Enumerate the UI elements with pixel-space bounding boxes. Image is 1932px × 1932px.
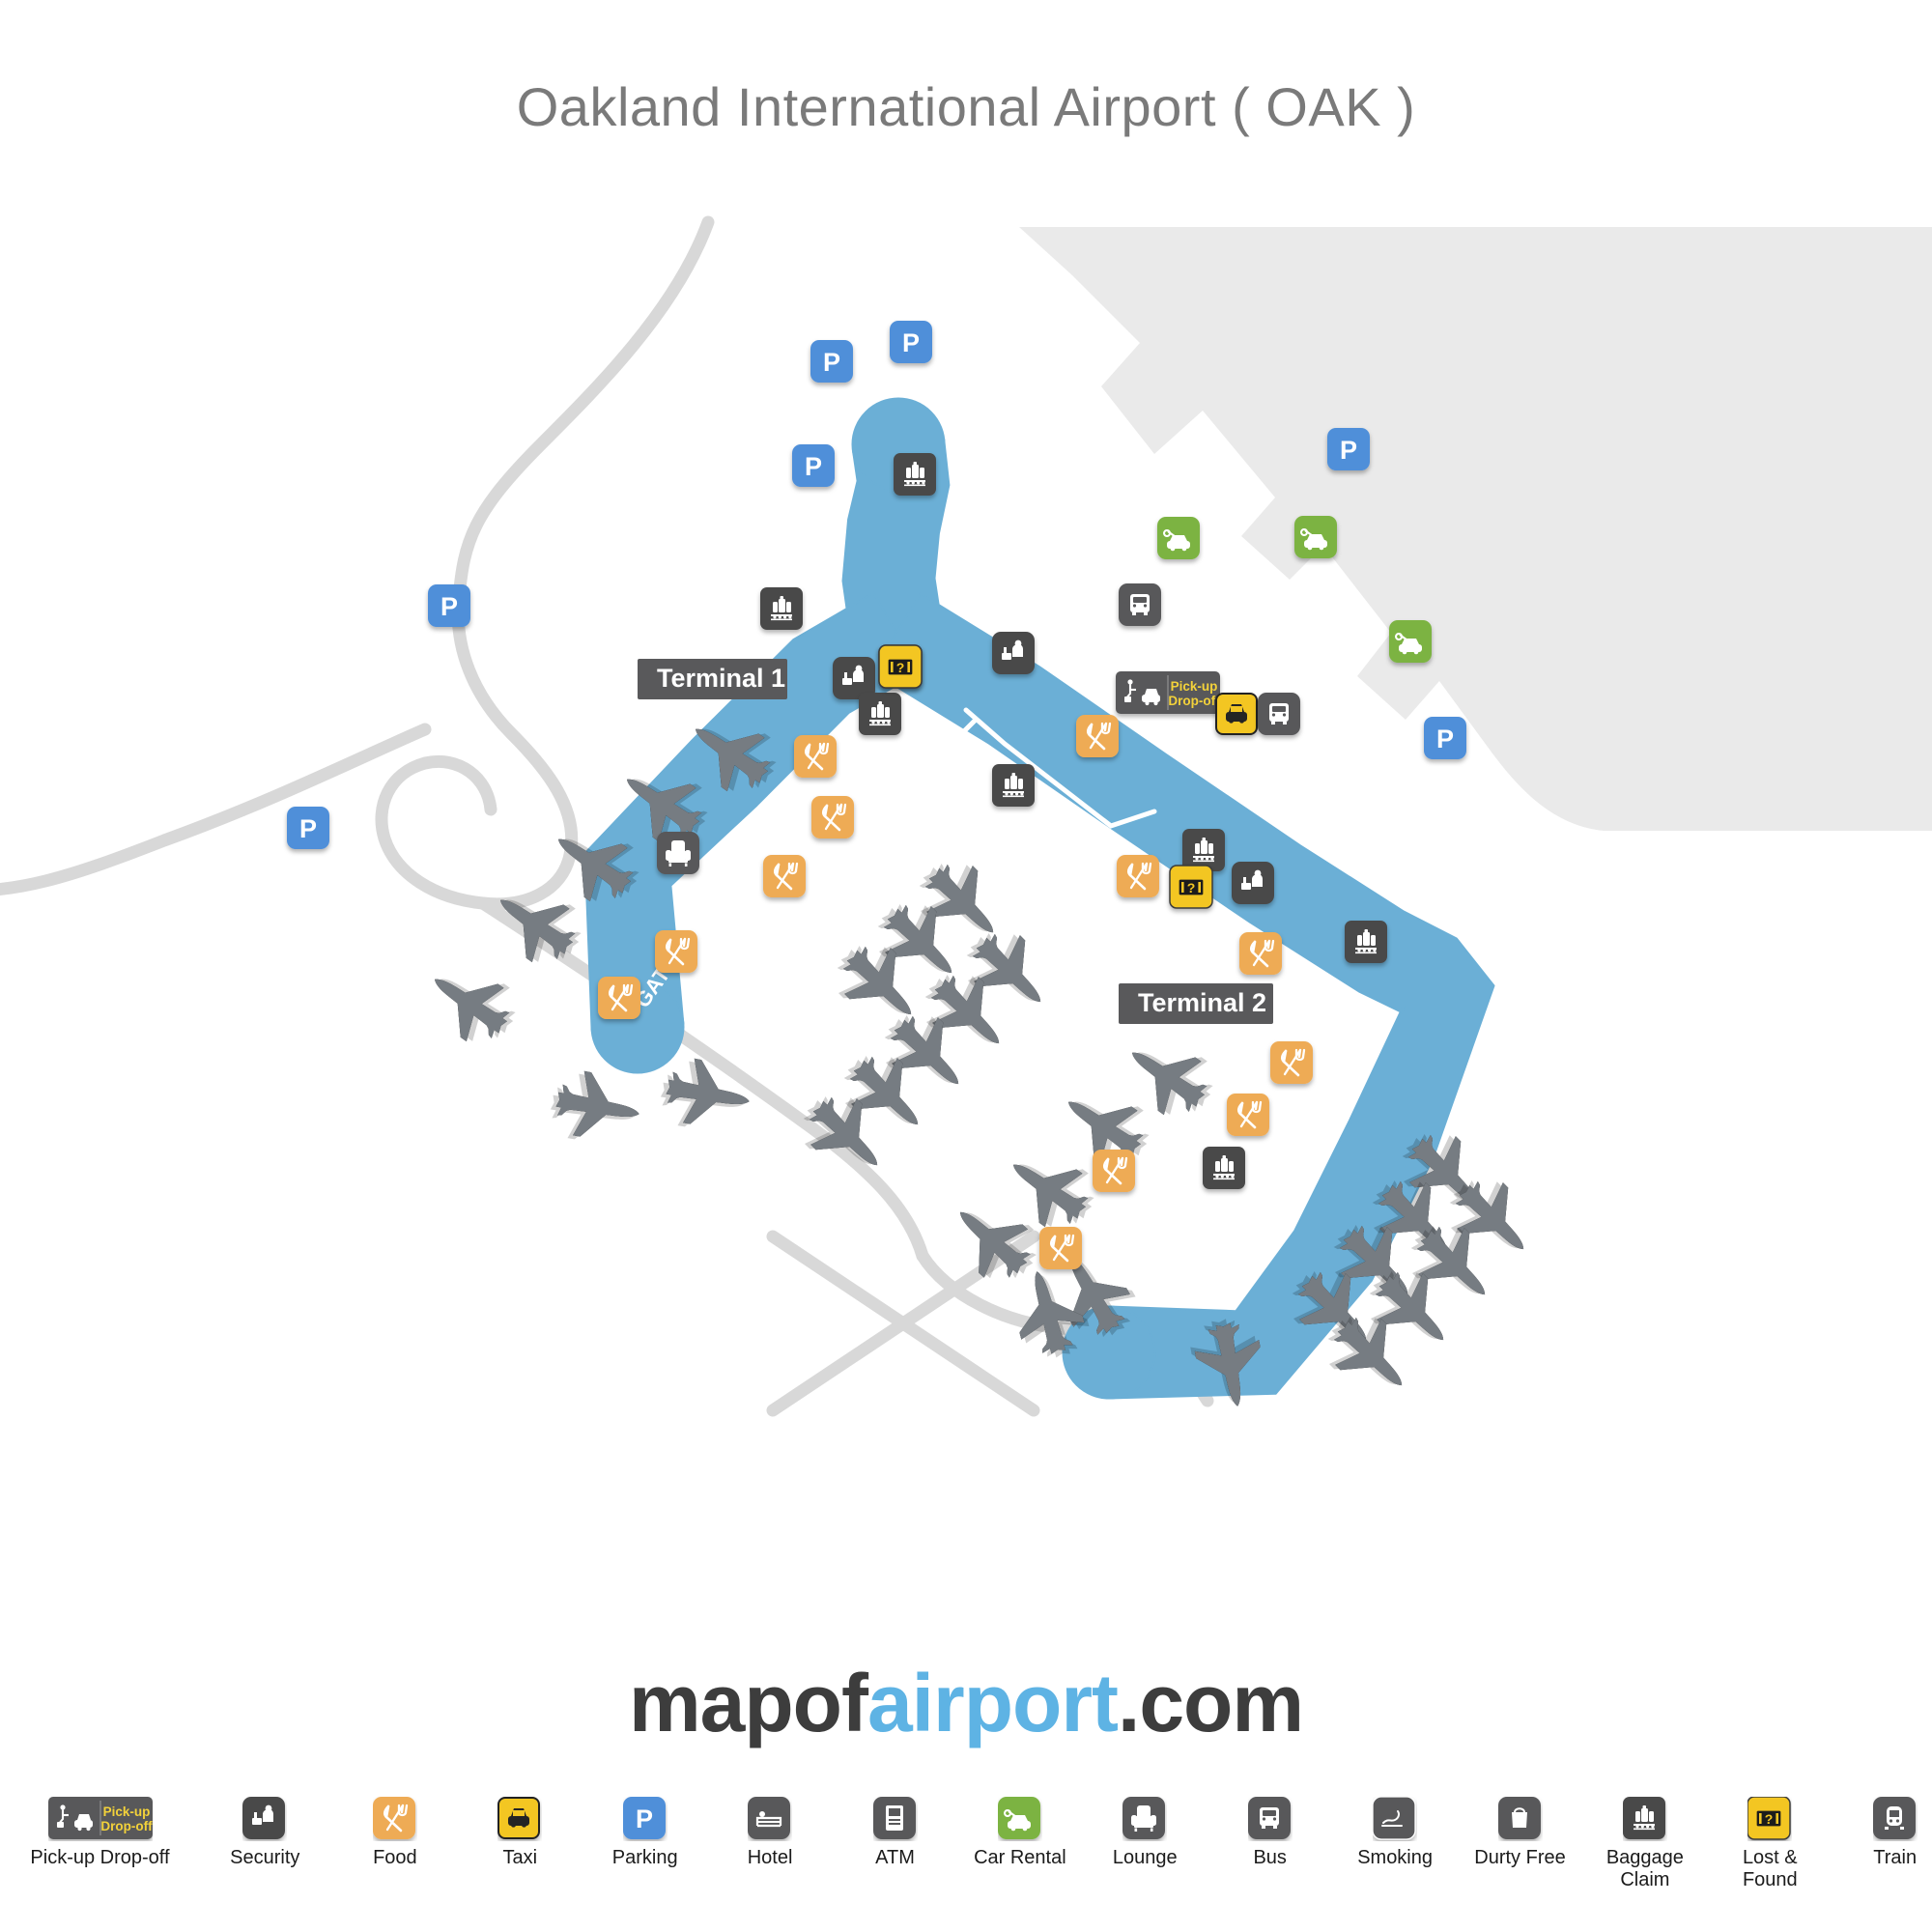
svg-text:Terminal 1: Terminal 1 (657, 664, 785, 693)
svg-text:Terminal 2: Terminal 2 (1138, 988, 1266, 1017)
